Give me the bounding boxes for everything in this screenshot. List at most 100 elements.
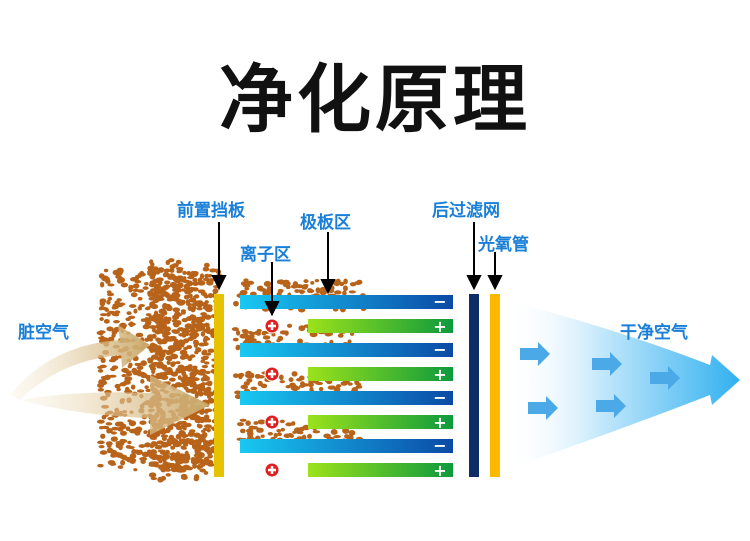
dust-particle (172, 454, 178, 460)
dust-particle (199, 468, 206, 473)
dust-particle (131, 367, 138, 374)
dust-particle (337, 333, 344, 338)
dust-particle (312, 430, 321, 434)
dust-particle (245, 420, 251, 426)
dust-particle (181, 299, 186, 305)
dust-particle (298, 325, 306, 332)
dust-particle (114, 421, 123, 427)
dust-particle (149, 443, 155, 449)
dust-particle (286, 323, 293, 328)
dust-particle (166, 297, 173, 302)
dust-particle (103, 268, 109, 273)
dust-particle (150, 477, 158, 481)
dust-particle (288, 377, 294, 383)
dust-particle (131, 448, 137, 455)
dust-particle (201, 314, 207, 318)
dust-particle (202, 355, 210, 359)
dust-particle (98, 426, 104, 430)
dust-particle (257, 419, 266, 425)
dust-particle (99, 317, 104, 322)
dust-particle (148, 461, 156, 466)
dust-particle (148, 472, 157, 478)
dust-particle (204, 300, 209, 304)
dust-particle (303, 283, 309, 288)
dust-particle (253, 421, 259, 425)
dust-particle (239, 418, 247, 422)
dust-particle (244, 281, 250, 285)
dust-particle (142, 286, 149, 290)
negative-sign: − (433, 388, 446, 407)
dust-particle (97, 368, 104, 373)
dust-particle (106, 292, 115, 297)
negative-sign: − (433, 292, 446, 311)
dust-particle (120, 282, 129, 288)
dust-particle (162, 454, 170, 459)
dust-particle (161, 310, 168, 316)
dust-particle (234, 394, 242, 400)
dust-particle (195, 347, 202, 353)
dust-particle (192, 329, 199, 333)
dust-particle (187, 355, 193, 362)
dust-particle (154, 445, 163, 450)
dust-particle (184, 422, 192, 428)
negative-plate (240, 391, 453, 405)
dust-particle (110, 431, 117, 435)
clean-air-small-arrows (520, 342, 680, 420)
dust-particle (113, 355, 119, 361)
dust-particle (280, 427, 285, 432)
dust-particle (240, 384, 249, 390)
negative-sign: − (433, 340, 446, 359)
dust-particle (289, 433, 294, 438)
dust-particle (106, 427, 111, 434)
dust-particle (144, 385, 149, 390)
dust-particle (189, 438, 195, 444)
dust-particle (307, 433, 312, 439)
dust-particle (110, 436, 118, 442)
dust-particle (111, 365, 119, 370)
positive-sign: + (433, 365, 446, 384)
clean-air-flow (505, 300, 740, 470)
dust-particle (339, 281, 345, 287)
dust-particle (103, 276, 111, 282)
dust-particle (182, 276, 187, 281)
dust-particle (128, 284, 134, 290)
dirty-air-arrow-lower (20, 375, 210, 435)
dust-particle (99, 305, 106, 310)
dust-particle (106, 299, 111, 305)
dust-particle (172, 371, 178, 376)
dust-particle (315, 381, 324, 386)
dust-particle (193, 439, 201, 444)
dust-particle (99, 313, 108, 317)
dust-particle (98, 379, 104, 385)
dust-particle (157, 267, 165, 273)
dust-particle (283, 433, 291, 439)
positive-plate (308, 463, 453, 477)
dust-particle (194, 450, 201, 455)
dust-particle (107, 296, 113, 301)
dust-particle (173, 338, 179, 344)
dust-particle (244, 373, 253, 379)
dust-particle (345, 434, 354, 441)
dust-particle (166, 369, 174, 376)
dust-particle (187, 364, 193, 368)
dust-particle (174, 288, 180, 295)
dust-particle (146, 306, 151, 310)
dust-particle (154, 297, 161, 303)
dust-particle (151, 433, 159, 439)
dust-particle (188, 429, 196, 433)
negative-plate (240, 295, 453, 309)
dust-particle (192, 463, 197, 469)
page-title: 净化原理 (219, 57, 531, 143)
dust-particle (170, 273, 176, 279)
dust-particle (277, 432, 282, 437)
dust-particle (179, 354, 187, 360)
label-dirty-air: 脏空气 (18, 323, 69, 343)
dust-particle (237, 422, 244, 427)
dust-particle (97, 440, 105, 445)
dust-particle (165, 465, 171, 469)
dust-particle (193, 294, 200, 299)
dust-particle (204, 352, 212, 356)
dust-particle (164, 271, 169, 275)
dust-particle (102, 380, 107, 385)
dust-particle (343, 278, 348, 285)
